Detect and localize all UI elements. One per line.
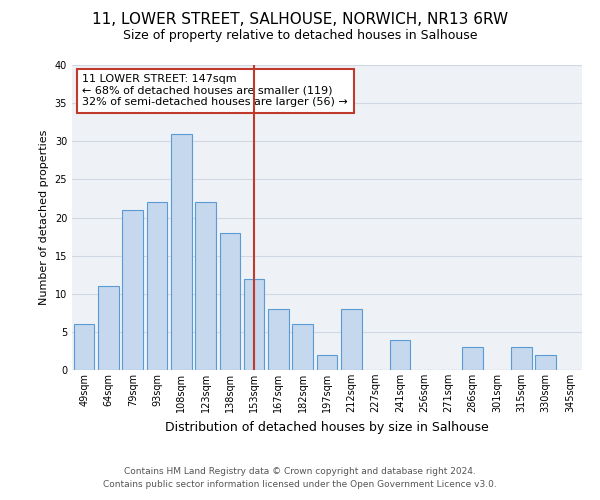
Bar (389, 340, 410, 370)
Text: 11 LOWER STREET: 147sqm
← 68% of detached houses are smaller (119)
32% of semi-d: 11 LOWER STREET: 147sqm ← 68% of detache… (82, 74, 348, 108)
Bar (98, 286, 119, 370)
Bar (146, 202, 167, 370)
Bar (244, 278, 265, 370)
Bar (292, 324, 313, 370)
Bar (317, 355, 337, 370)
Text: Size of property relative to detached houses in Salhouse: Size of property relative to detached ho… (123, 30, 477, 43)
Bar (511, 347, 532, 370)
Bar (268, 309, 289, 370)
Bar (171, 134, 191, 370)
Text: 11, LOWER STREET, SALHOUSE, NORWICH, NR13 6RW: 11, LOWER STREET, SALHOUSE, NORWICH, NR1… (92, 12, 508, 28)
Y-axis label: Number of detached properties: Number of detached properties (39, 130, 49, 305)
Bar (220, 233, 240, 370)
Bar (341, 309, 362, 370)
Bar (463, 347, 483, 370)
Bar (195, 202, 216, 370)
Bar (122, 210, 143, 370)
X-axis label: Distribution of detached houses by size in Salhouse: Distribution of detached houses by size … (165, 420, 489, 434)
Text: Contains HM Land Registry data © Crown copyright and database right 2024.
Contai: Contains HM Land Registry data © Crown c… (103, 468, 497, 489)
Bar (74, 324, 94, 370)
Bar (535, 355, 556, 370)
